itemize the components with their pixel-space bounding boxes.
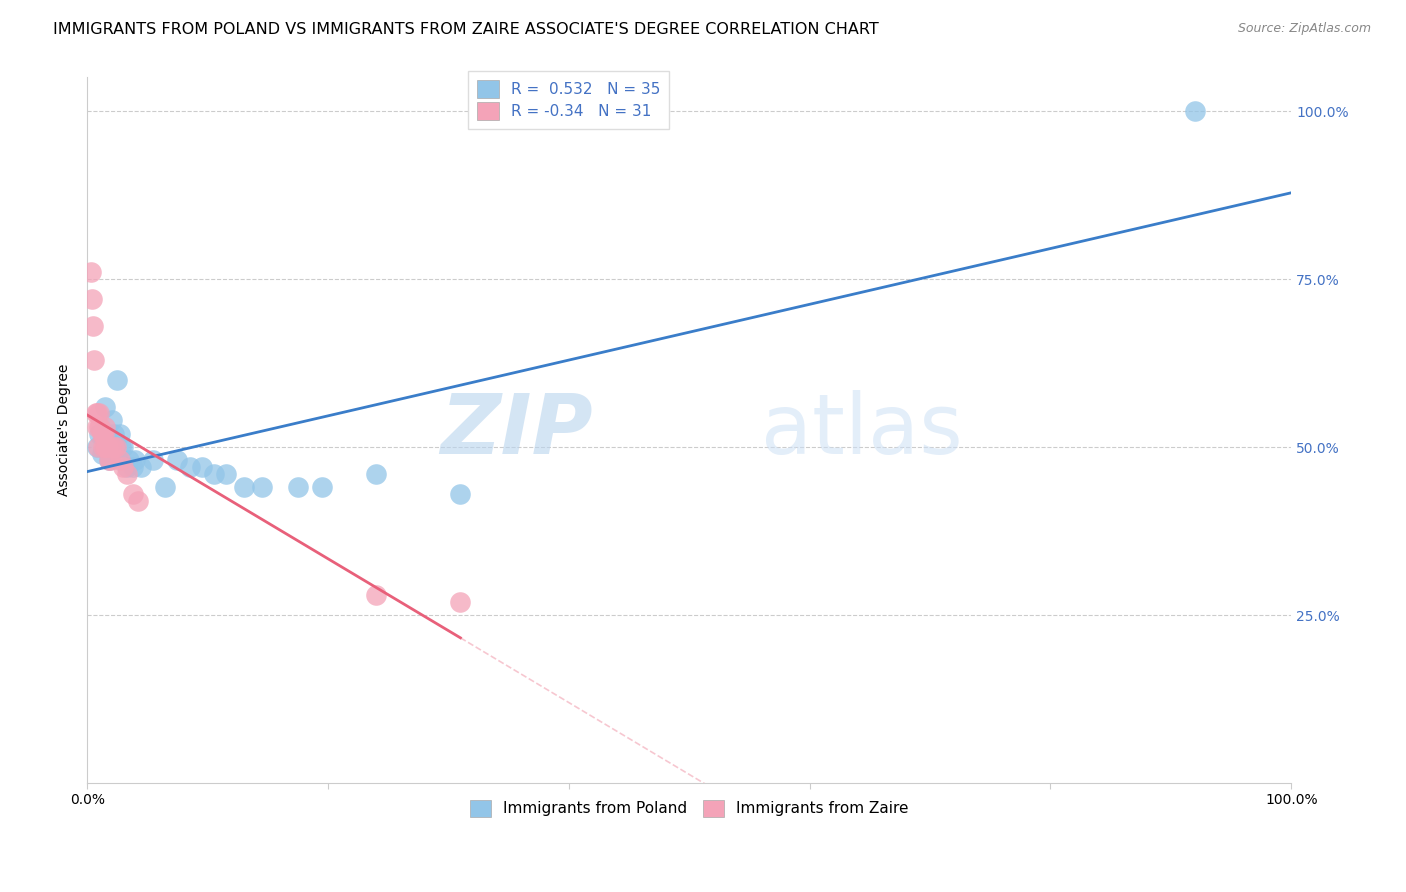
Point: [124, 453, 146, 467]
Point: [91, 426, 114, 441]
Text: atlas: atlas: [762, 390, 963, 471]
Point: [91, 440, 114, 454]
Point: [366, 467, 388, 481]
Point: [91, 426, 114, 441]
Text: ZIP: ZIP: [440, 390, 593, 471]
Point: [97, 453, 120, 467]
Point: [84, 406, 107, 420]
Point: [103, 440, 125, 454]
Point: [80, 265, 103, 279]
Point: [96, 440, 118, 454]
Point: [112, 440, 135, 454]
Point: [101, 413, 124, 427]
Legend: Immigrants from Poland, Immigrants from Zaire: Immigrants from Poland, Immigrants from …: [463, 792, 917, 825]
Point: [86, 440, 108, 454]
Point: [122, 460, 145, 475]
Point: [80, 292, 103, 306]
Text: IMMIGRANTS FROM POLAND VS IMMIGRANTS FROM ZAIRE ASSOCIATE'S DEGREE CORRELATION C: IMMIGRANTS FROM POLAND VS IMMIGRANTS FRO…: [53, 22, 879, 37]
Point: [311, 480, 333, 494]
Point: [87, 440, 110, 454]
Point: [82, 319, 104, 334]
Point: [155, 480, 177, 494]
Point: [90, 426, 112, 441]
Point: [115, 460, 138, 475]
Point: [127, 493, 149, 508]
Point: [94, 400, 117, 414]
Point: [1184, 103, 1206, 118]
Point: [100, 440, 122, 454]
Point: [232, 480, 254, 494]
Point: [96, 440, 118, 454]
Point: [89, 426, 111, 441]
Point: [104, 440, 127, 454]
Y-axis label: Associate's Degree: Associate's Degree: [58, 364, 72, 497]
Point: [118, 453, 141, 467]
Point: [100, 440, 122, 454]
Point: [86, 406, 108, 420]
Point: [105, 440, 128, 454]
Point: [93, 426, 115, 441]
Point: [89, 420, 111, 434]
Point: [179, 460, 201, 475]
Point: [108, 453, 131, 467]
Point: [83, 352, 105, 367]
Point: [94, 440, 117, 454]
Point: [86, 420, 108, 434]
Point: [103, 426, 125, 441]
Point: [131, 460, 153, 475]
Point: [112, 460, 135, 475]
Point: [449, 594, 471, 608]
Point: [89, 420, 111, 434]
Point: [98, 453, 121, 467]
Point: [142, 453, 165, 467]
Point: [97, 426, 120, 441]
Point: [449, 487, 471, 501]
Point: [214, 467, 236, 481]
Point: [90, 447, 112, 461]
Point: [89, 406, 111, 420]
Point: [108, 426, 131, 441]
Point: [250, 480, 273, 494]
Point: [115, 467, 138, 481]
Point: [287, 480, 309, 494]
Point: [366, 588, 388, 602]
Point: [97, 453, 120, 467]
Point: [105, 373, 128, 387]
Point: [190, 460, 212, 475]
Text: Source: ZipAtlas.com: Source: ZipAtlas.com: [1237, 22, 1371, 36]
Point: [94, 420, 117, 434]
Point: [110, 440, 132, 454]
Point: [202, 467, 225, 481]
Point: [166, 453, 188, 467]
Point: [97, 440, 120, 454]
Point: [122, 487, 145, 501]
